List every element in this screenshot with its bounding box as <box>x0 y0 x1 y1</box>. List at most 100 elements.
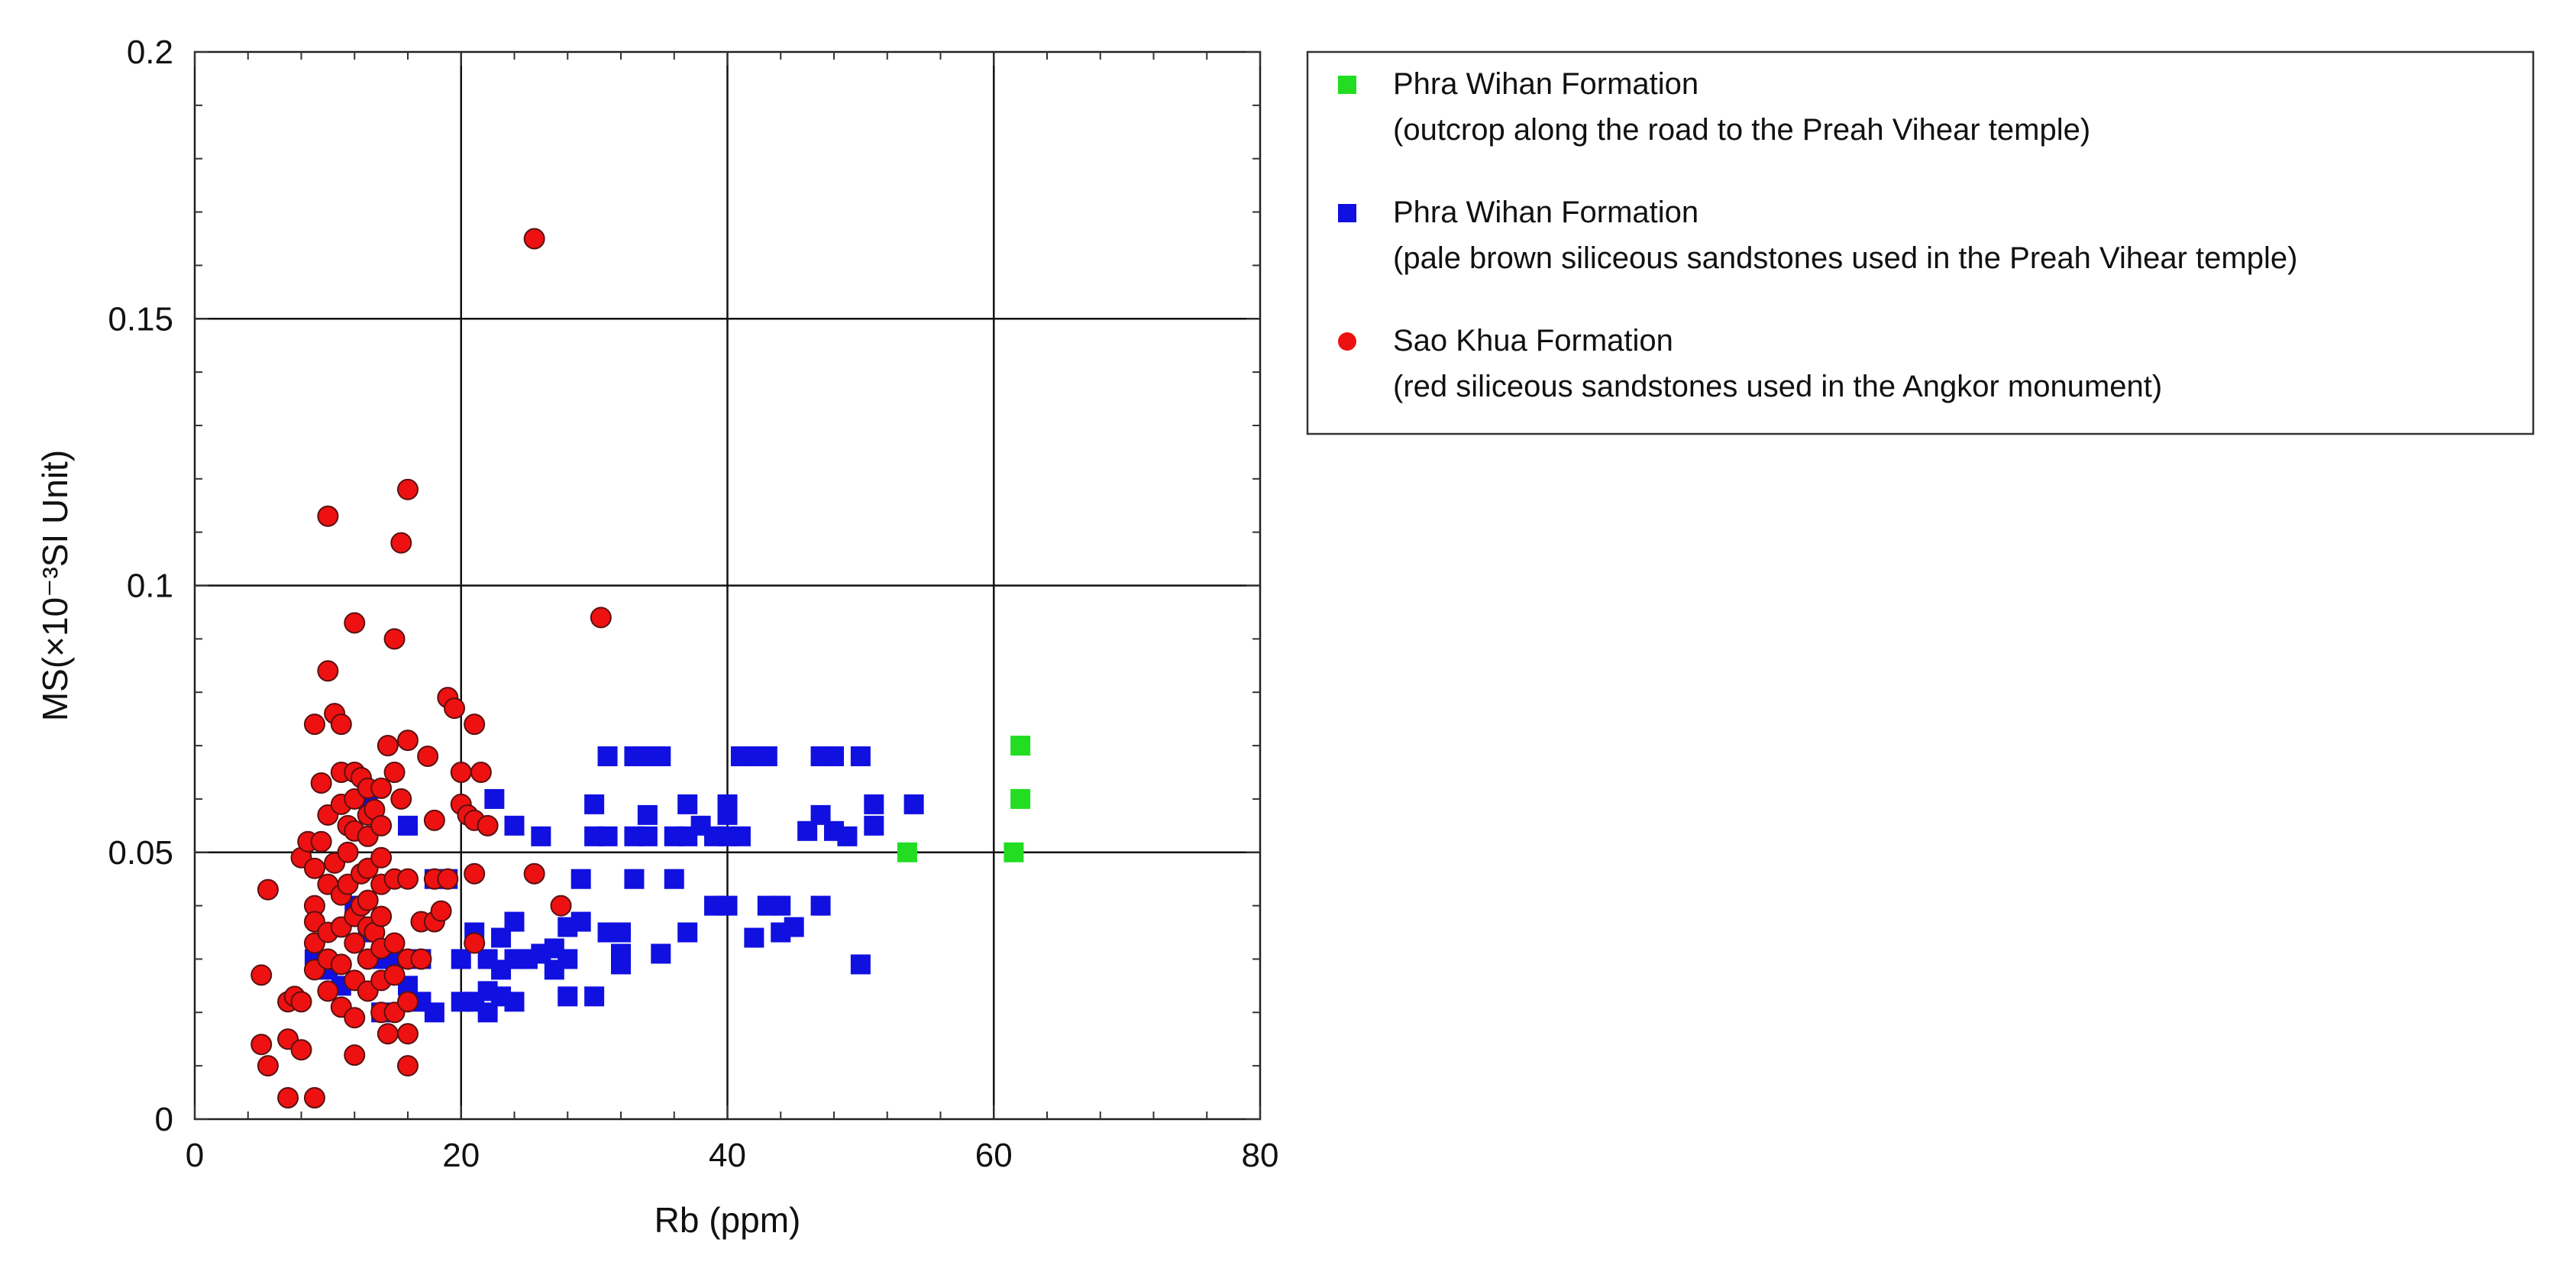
data-point-square <box>730 826 751 846</box>
data-point-circle <box>317 505 339 527</box>
data-point-circle <box>344 932 366 954</box>
data-point-square <box>558 986 578 1007</box>
data-point-circle <box>330 714 352 736</box>
data-point-circle <box>317 660 339 682</box>
data-point-circle <box>257 1055 279 1077</box>
data-point-circle <box>317 980 339 1002</box>
data-point-circle <box>397 991 419 1013</box>
data-point-circle <box>410 948 432 970</box>
legend-marker <box>1338 76 1356 94</box>
data-point-circle <box>303 857 325 879</box>
legend-label: Phra Wihan Formation <box>1393 67 1698 101</box>
data-point-square <box>424 1002 444 1023</box>
data-point-square <box>864 794 884 814</box>
legend-label: Phra Wihan Formation <box>1393 196 1698 229</box>
data-point-circle <box>437 868 459 890</box>
data-point-circle <box>383 964 406 986</box>
data-point-square <box>837 826 858 846</box>
legend-label-detail: (red siliceous sandstones used in the An… <box>1393 370 2162 403</box>
x-tick-label: 80 <box>1242 1137 1279 1174</box>
data-point-square <box>651 943 671 964</box>
x-tick-label: 60 <box>975 1137 1013 1174</box>
data-point-circle <box>477 814 499 836</box>
data-point-circle <box>470 761 492 783</box>
y-tick-label: 0.05 <box>108 834 173 872</box>
data-point-square <box>717 895 738 916</box>
y-axis-label: MS(×10⁻³SI Unit) <box>35 450 75 721</box>
data-point-square <box>597 826 618 846</box>
data-point-circle <box>450 761 472 783</box>
data-point-circle <box>303 714 325 736</box>
data-point-circle <box>397 730 419 752</box>
data-point-circle <box>444 697 466 720</box>
data-point-circle <box>250 964 273 986</box>
data-point-circle <box>523 862 545 885</box>
data-point-circle <box>344 1007 366 1029</box>
data-point-square <box>504 815 525 836</box>
data-point-circle <box>590 607 612 629</box>
data-point-square <box>504 911 525 932</box>
data-point-circle <box>550 895 572 917</box>
data-point-circle <box>417 746 439 768</box>
data-point-circle <box>397 478 419 500</box>
data-point-circle <box>370 905 393 927</box>
y-tick-label: 0.15 <box>108 300 173 338</box>
data-point-circle <box>330 953 352 976</box>
data-point-circle <box>370 777 393 799</box>
data-point-circle <box>464 862 486 885</box>
x-axis-label: Rb (ppm) <box>655 1200 801 1240</box>
data-point-square <box>398 815 418 836</box>
data-point-square <box>597 746 618 767</box>
legend-label-detail: (outcrop along the road to the Preah Vih… <box>1393 113 2090 147</box>
data-point-square <box>558 949 578 969</box>
data-point-square <box>810 895 831 916</box>
data-point-square <box>611 954 631 975</box>
data-point-circle <box>377 735 399 757</box>
y-tick-label: 0.2 <box>127 34 173 71</box>
data-point-circle <box>390 788 412 810</box>
data-point-circle <box>523 228 545 250</box>
data-point-square <box>757 746 777 767</box>
legend-marker <box>1338 332 1356 351</box>
data-point-square <box>1004 842 1024 862</box>
y-tick-label: 0.1 <box>127 568 173 605</box>
legend-box <box>1306 50 2535 435</box>
data-point-square <box>531 826 551 846</box>
data-point-square <box>744 927 764 948</box>
data-point-circle <box>430 900 452 922</box>
data-point-circle <box>383 761 406 783</box>
data-point-square <box>850 954 871 975</box>
data-point-circle <box>423 809 445 831</box>
data-point-square <box>570 869 591 889</box>
data-point-circle <box>250 1034 273 1056</box>
data-point-square <box>771 895 791 916</box>
data-point-circle <box>277 1087 299 1109</box>
data-point-circle <box>397 868 419 890</box>
legend: Phra Wihan Formation (outcrop along the r… <box>1306 50 2535 435</box>
data-point-square <box>451 949 471 969</box>
data-point-circle <box>370 814 393 836</box>
data-point-square <box>824 746 844 767</box>
x-tick-label: 20 <box>442 1137 480 1174</box>
data-point-square <box>850 746 871 767</box>
data-point-circle <box>357 889 379 911</box>
data-point-circle <box>257 879 279 901</box>
legend-label: Sao Khua Formation <box>1393 324 1673 358</box>
data-point-circle <box>390 532 412 554</box>
data-point-circle <box>310 772 332 794</box>
data-point-circle <box>344 612 366 634</box>
data-points <box>250 228 1031 1109</box>
data-point-square <box>897 842 917 862</box>
data-point-circle <box>464 714 486 736</box>
data-point-square <box>637 804 658 825</box>
data-point-circle <box>464 932 486 954</box>
data-point-circle <box>310 830 332 853</box>
data-point-square <box>903 794 924 814</box>
data-point-square <box>677 794 698 814</box>
data-point-square <box>1010 788 1031 809</box>
legend-label-detail: (pale brown siliceous sandstones used in… <box>1393 241 2297 275</box>
data-point-square <box>864 815 884 836</box>
data-point-square <box>584 794 605 814</box>
data-point-circle <box>344 1044 366 1066</box>
